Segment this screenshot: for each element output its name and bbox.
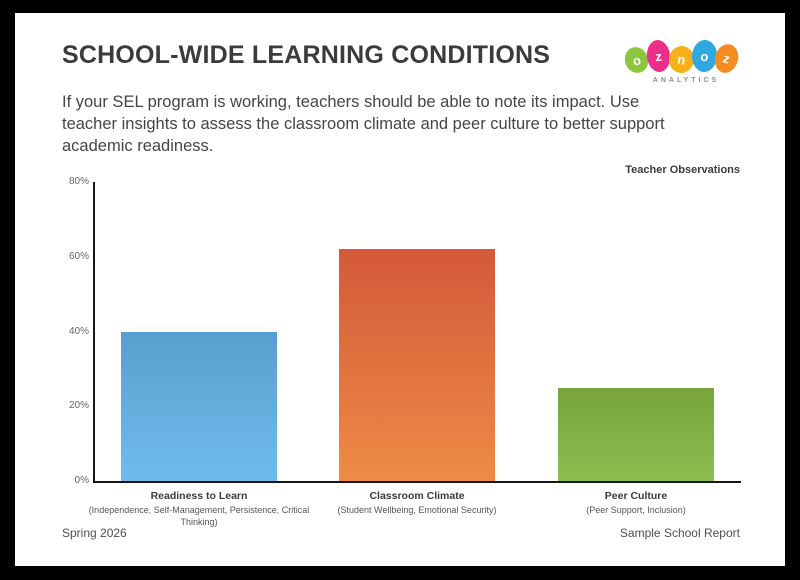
y-axis-tick-label: 20% (68, 400, 89, 412)
bar-peer-culture (558, 387, 714, 481)
category-label: Readiness to Learn (150, 490, 248, 502)
bar-chart-plot-area: 0% 20% 40% 60% 80% Readiness to Learn (Indepen… (69, 176, 741, 527)
bar-readiness-to-learn (121, 331, 277, 481)
logo-letter: z (721, 50, 732, 67)
logo-letter: o (700, 48, 709, 64)
y-axis-tick-label: 40% (68, 325, 89, 337)
oznoz-logo: o z n o z ANALYTICS (619, 37, 753, 91)
report-page: SCHOOL-WIDE LEARNING CONDITIONS o z n o … (15, 13, 785, 566)
footer-date: Spring 2026 (62, 526, 127, 540)
logo-egg-icon: z (711, 41, 742, 76)
logo-subtext: ANALYTICS (652, 77, 720, 84)
y-axis-tick-label: 60% (68, 250, 89, 262)
x-axis-label: Peer Culture (Peer Support, Inclusion) (516, 490, 756, 517)
logo-letter: o (630, 51, 643, 69)
x-axis-label: Readiness to Learn (Independence, Self-Ma… (79, 490, 319, 528)
logo-egg-icon: z (645, 38, 672, 74)
bar-classroom-climate (339, 249, 495, 481)
footer-report-name: Sample School Report (619, 526, 740, 540)
category-subtitle: (Independence, Self-Management, Persiste… (88, 505, 310, 527)
category-label: Peer Culture (604, 490, 668, 502)
logo-letter: z (654, 48, 663, 64)
logo-letter: n (676, 51, 687, 68)
page-title: SCHOOL-WIDE LEARNING CONDITIONS (62, 41, 551, 69)
y-axis-tick-label: 80% (68, 176, 89, 187)
category-subtitle: (Student Wellbeing, Emotional Security) (337, 505, 497, 515)
category-label: Classroom Climate (369, 490, 465, 502)
x-axis-label: Classroom Climate (Student Wellbeing, Emo… (297, 490, 537, 517)
chart-legend: Teacher Observations (625, 164, 740, 176)
category-subtitle: (Peer Support, Inclusion) (586, 505, 686, 515)
intro-text: If your SEL program is working, teachers… (62, 93, 665, 155)
y-axis-tick-label: 0% (74, 475, 89, 486)
